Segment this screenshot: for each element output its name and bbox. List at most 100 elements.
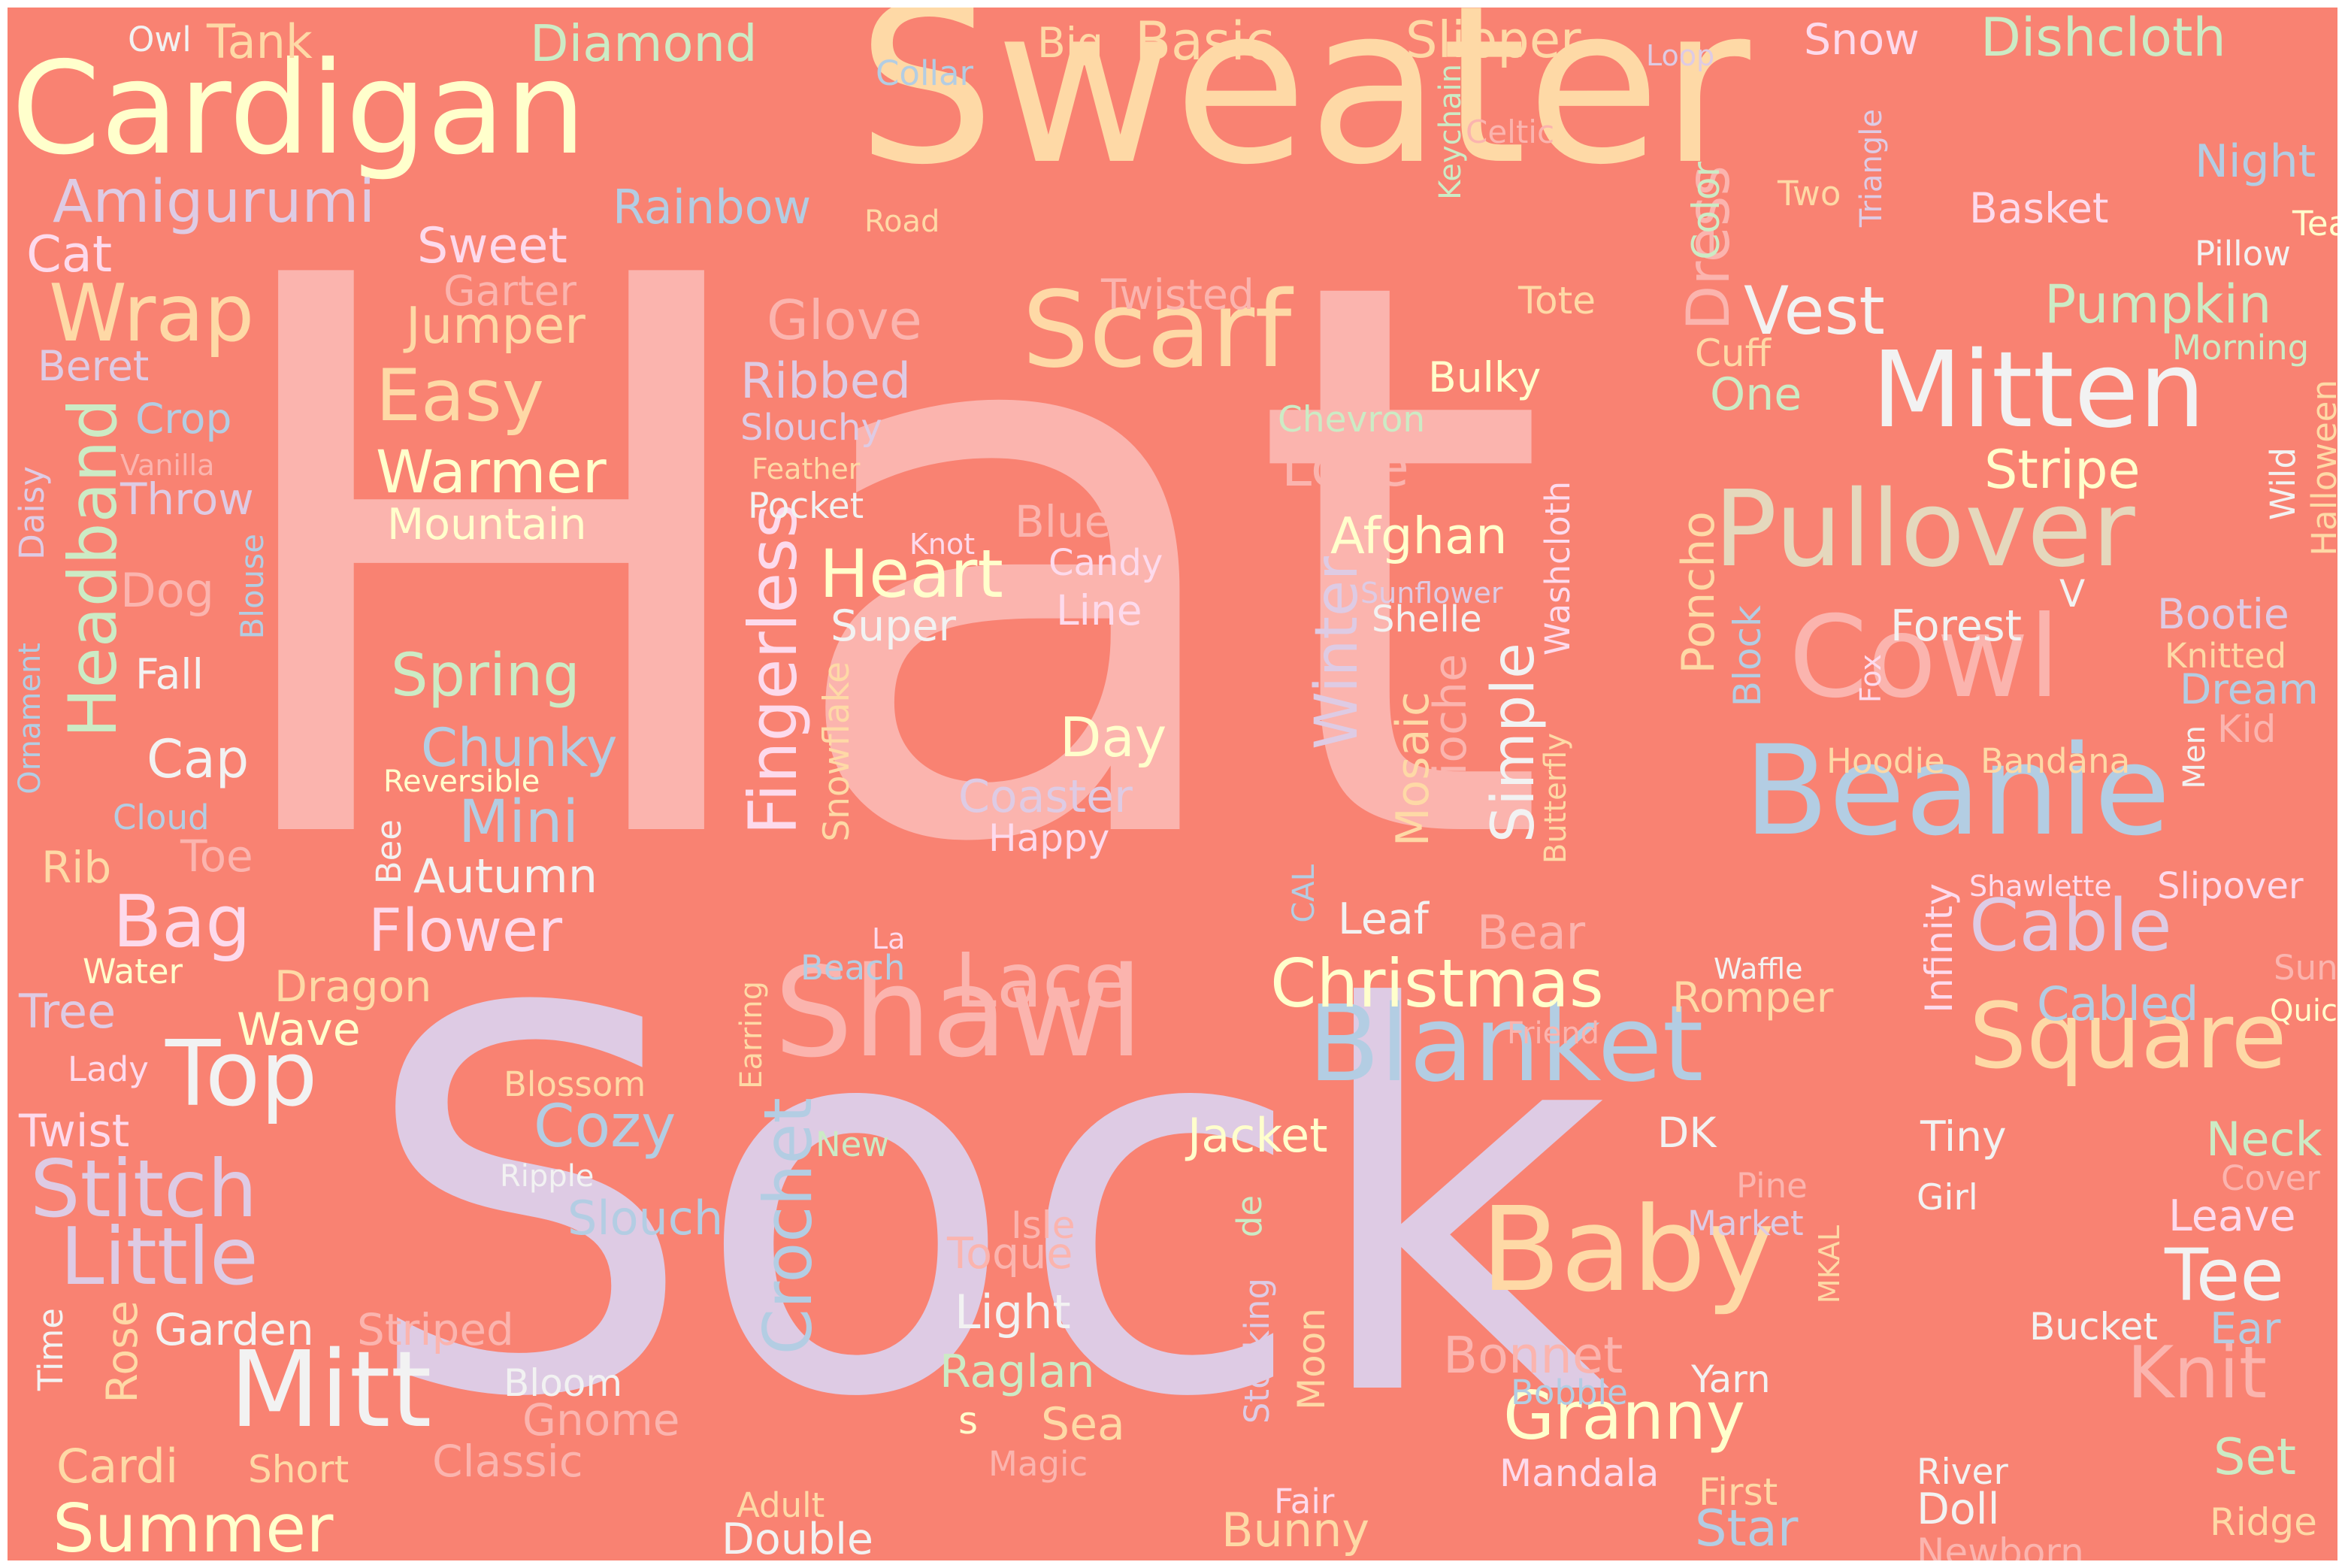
word-ornament: Ornament [13, 643, 47, 795]
word-slipper: Slipper [1405, 11, 1581, 69]
word-wild: Wild [2263, 447, 2303, 521]
word-blossom: Blossom [504, 1064, 646, 1104]
word-candy: Candy [1048, 542, 1163, 584]
word-bee: Bee [369, 819, 409, 885]
word-block: Block [1726, 605, 1769, 707]
word-toque: Toque [947, 1229, 1073, 1279]
word-stripe: Stripe [1984, 439, 2141, 501]
word-baby: Baby [1481, 1182, 1775, 1318]
word-tee: Tee [2165, 1234, 2284, 1317]
word-lady: Lady [68, 1049, 149, 1089]
word-little: Little [60, 1211, 259, 1303]
word-first: First [1699, 1470, 1778, 1514]
word-morning: Morning [2172, 328, 2310, 368]
word-winter: Winter [1303, 556, 1371, 750]
word-tiny: Tiny [1920, 1112, 2007, 1161]
word-mandala: Mandala [1499, 1451, 1660, 1495]
word-night: Night [2195, 135, 2316, 188]
word-super: Super [831, 601, 956, 651]
word-blouse: Blouse [234, 534, 271, 640]
word-dishcloth: Dishcloth [1980, 8, 2226, 68]
word-s: s [958, 1399, 979, 1442]
word-raglan: Raglan [940, 1346, 1095, 1398]
word-flower: Flower [368, 898, 563, 965]
word-feather: Feather [752, 453, 861, 486]
word-daisy: Daisy [12, 466, 52, 560]
word-line: Line [1056, 586, 1142, 634]
word-sun: Sun [2274, 948, 2337, 988]
word-loop: Loop [1646, 39, 1715, 72]
word-garden: Garden [154, 1304, 314, 1355]
word-de: de [1230, 1195, 1269, 1238]
word-mountain: Mountain [387, 500, 587, 549]
word-granny: Granny [1503, 1377, 1745, 1454]
word-fair: Fair [1274, 1482, 1335, 1521]
word-shawl: Shawl [774, 940, 1144, 1085]
word-mitten: Mitten [1871, 329, 2206, 452]
word-dream: Dream [2180, 665, 2319, 713]
word-time: Time [31, 1308, 71, 1391]
word-collar: Collar [876, 53, 974, 93]
word-sweater: Sweater [857, 8, 1750, 213]
word-isle: Isle [1011, 1203, 1076, 1247]
word-warmer: Warmer [376, 439, 607, 507]
word-men: Men [2177, 725, 2212, 789]
word-square: Square [1969, 985, 2287, 1089]
word-friend: Friend [1507, 1016, 1600, 1051]
word-dragon: Dragon [274, 962, 432, 1012]
word-wave: Wave [237, 1003, 361, 1056]
word-new: New [815, 1125, 890, 1164]
word-bonnet: Bonnet [1443, 1326, 1623, 1385]
word-twisted: Twisted [1101, 271, 1254, 319]
word-tea: Tea [2292, 204, 2337, 244]
word-water: Water [83, 952, 183, 991]
word-scarf: Scarf [1022, 269, 1292, 392]
word-happy: Happy [988, 816, 1110, 860]
word-blanket: Blanket [1308, 983, 1704, 1106]
word-bobble: Bobble [1511, 1373, 1628, 1412]
word-market: Market [1687, 1203, 1804, 1243]
word-short: Short [248, 1448, 349, 1491]
word-washcloth: Washcloth [1538, 481, 1578, 656]
word-glove: Glove [767, 289, 922, 352]
word-crop: Crop [135, 395, 232, 443]
word-knitted: Knitted [2165, 636, 2287, 676]
word-dk: DK [1657, 1109, 1717, 1157]
word-ear: Ear [2210, 1304, 2281, 1354]
word-summer: Summer [53, 1490, 334, 1561]
word-mitt: Mitt [229, 1329, 432, 1451]
word-jacket: Jacket [1188, 1108, 1328, 1163]
word-adult: Adult [737, 1485, 825, 1525]
word-tree: Tree [19, 984, 116, 1039]
word-cap: Cap [147, 728, 250, 790]
word-beach: Beach [800, 948, 906, 988]
word-road: Road [864, 204, 940, 239]
word-slouch: Slouch [567, 1191, 724, 1246]
word-neck: Neck [2206, 1112, 2322, 1167]
word-cardi: Cardi [56, 1439, 179, 1494]
word-infinity: Infinity [1917, 883, 1961, 1013]
word-rose: Rose [98, 1300, 147, 1403]
word-knot: Knot [909, 528, 976, 561]
word-bag: Bag [113, 881, 251, 964]
word-throw: Throw [120, 474, 254, 525]
word-lace: Lace [955, 937, 1130, 1025]
word-magic: Magic [988, 1444, 1088, 1484]
word-keychain: Keychain [1433, 64, 1468, 200]
word-cloud: Hat Sock Sweater Cardigan Shawl Beanie Cowl Sca… [8, 8, 2337, 1560]
word-simple: Simple [1480, 643, 1548, 843]
word-cabled: Cabled [2037, 976, 2199, 1031]
word-bootie: Bootie [2157, 590, 2289, 638]
word-big: Big [1037, 19, 1103, 67]
word-vanilla: Vanilla [120, 449, 215, 482]
word-girl: Girl [1917, 1177, 1978, 1218]
word-light: Light [955, 1285, 1071, 1339]
word-brioche: Brioche [1424, 654, 1477, 825]
word-basic: Basic [1135, 11, 1275, 72]
word-hat: Hat [203, 117, 1550, 1010]
word-beret: Beret [38, 342, 150, 390]
word-cardigan: Cardigan [11, 35, 586, 183]
word-chevron: Chevron [1278, 399, 1426, 440]
word-rainbow: Rainbow [613, 180, 812, 235]
